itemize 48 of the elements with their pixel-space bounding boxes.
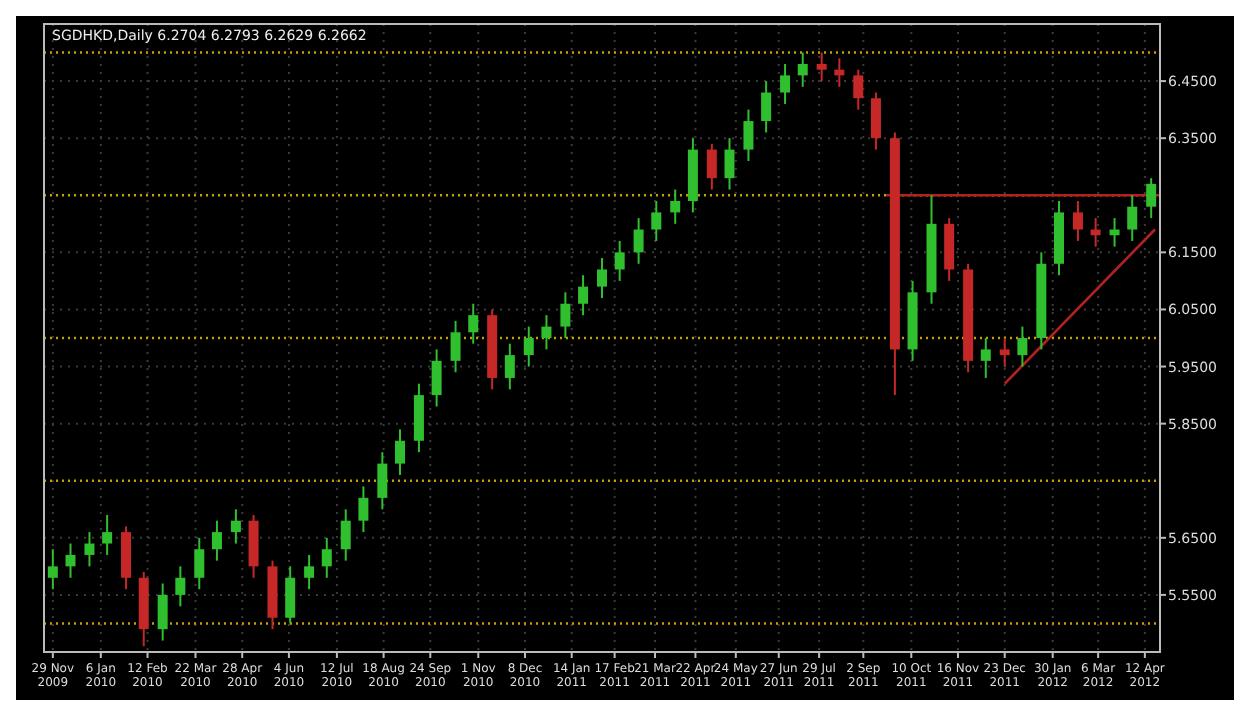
candlestick [541,314,552,351]
candlestick [285,565,296,625]
candlestick [523,325,534,368]
candlestick [816,51,827,83]
candlestick [468,302,479,345]
candlestick [1017,325,1028,368]
candlestick [84,531,95,568]
candlestick [797,51,808,88]
candlestick [65,542,76,579]
candlestick [870,91,881,151]
candlestick [633,217,644,265]
candlestick [431,348,442,408]
candlestick [450,319,461,374]
candlestick [248,513,259,579]
candlestick [304,553,315,591]
candlestick [340,508,351,562]
candlestick [504,342,515,391]
candlestick [980,337,991,379]
candlestick [670,188,681,225]
candlestick [651,199,662,242]
candlestick [157,582,168,642]
candlestick [194,536,205,591]
candlestick [230,508,241,545]
candlestick [853,68,864,111]
candlestick [743,108,754,163]
candlestick [780,62,791,105]
candlestick [560,291,571,339]
candlestick [724,137,735,191]
candlestick [614,239,625,282]
candlestick [211,519,222,562]
candlestick [102,513,113,556]
candlestick [1127,194,1138,242]
candlestick [47,548,58,591]
candlestick [358,485,369,534]
candlestick [578,274,589,317]
candlestick [1146,177,1157,220]
candlestick [944,217,955,282]
candlestick [377,451,388,511]
candlestick [597,257,607,300]
candlestick [395,428,406,477]
candlestick [321,536,332,579]
candlestick [1072,199,1083,242]
candlestick [121,525,132,591]
candlestick [999,337,1010,368]
candlestick [413,382,424,454]
candlestick [761,80,772,134]
candlestick [175,565,186,608]
candlestick [706,142,717,191]
